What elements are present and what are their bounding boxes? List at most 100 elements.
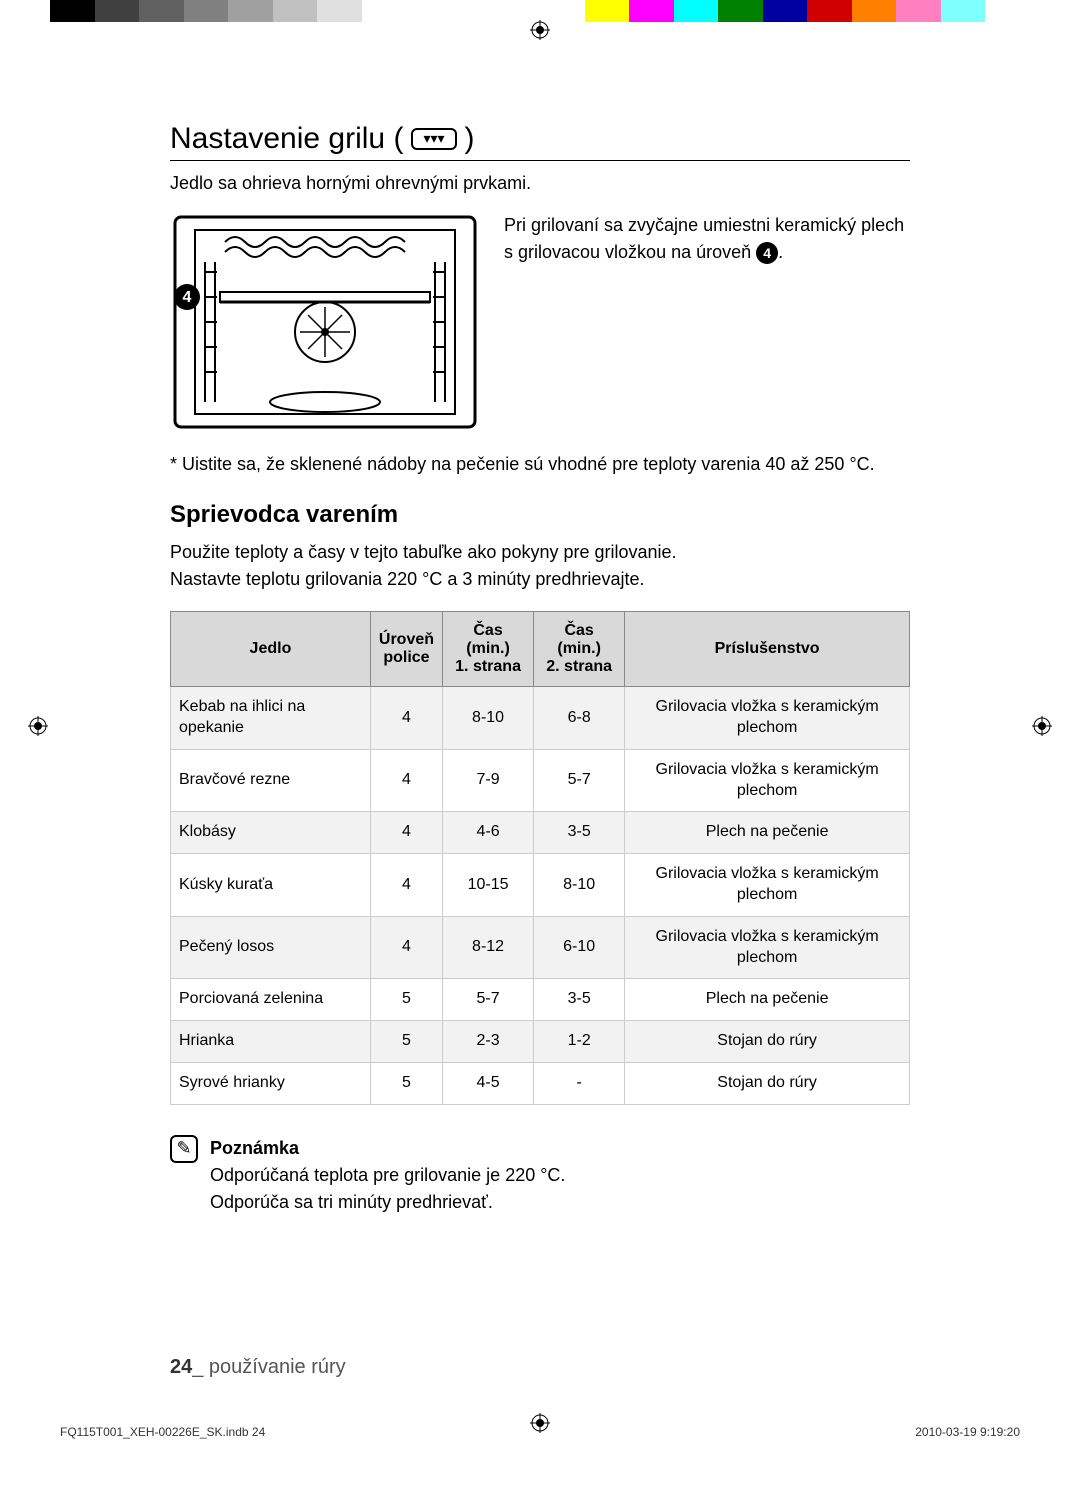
registration-mark-icon: [28, 716, 48, 736]
color-swatch: [852, 0, 897, 22]
table-cell: 5-7: [443, 979, 534, 1021]
doc-timestamp: 2010-03-19 9:19:20: [915, 1425, 1020, 1439]
table-cell: Hrianka: [171, 1021, 371, 1063]
table-cell: 5: [370, 1062, 442, 1104]
cooking-guide-table: JedloÚroveňpoliceČas (min.)1. stranaČas …: [170, 611, 910, 1105]
table-row: Bravčové rezne47-95-7Grilovacia vložka s…: [171, 749, 910, 812]
footer-text: _ používanie rúry: [192, 1356, 345, 1378]
table-cell: Klobásy: [171, 812, 371, 854]
table-cell: 6-8: [534, 687, 625, 750]
cooking-guide-heading: Sprievodca varením: [170, 501, 910, 529]
color-swatch: [228, 0, 273, 22]
table-header-cell: Úroveňpolice: [370, 612, 442, 687]
table-row: Kebab na ihlici na opekanie48-106-8Grilo…: [171, 687, 910, 750]
color-swatch: [941, 0, 986, 22]
table-row: Klobásy44-63-5Plech na pečenie: [171, 812, 910, 854]
title-close: ): [465, 122, 475, 156]
guide-intro: Použite teploty a časy v tejto tabuľke a…: [170, 539, 910, 593]
color-calibration-bar: [50, 0, 1030, 22]
table-cell: Plech na pečenie: [625, 812, 910, 854]
table-cell: -: [534, 1062, 625, 1104]
color-swatch: [540, 0, 585, 22]
table-row: Pečený losos48-126-10Grilovacia vložka s…: [171, 916, 910, 979]
page-footer: 24_ používanie rúry: [170, 1356, 910, 1379]
page-content: Nastavenie grilu ( ▾▾▾ ) Jedlo sa ohriev…: [0, 22, 1080, 1419]
level-badge: 4: [756, 242, 778, 264]
color-swatch: [674, 0, 719, 22]
registration-mark-icon: [530, 20, 550, 40]
table-cell: 4: [370, 812, 442, 854]
registration-mark-icon: [1032, 716, 1052, 736]
caption-after: .: [778, 242, 783, 262]
table-header-cell: Čas (min.)1. strana: [443, 612, 534, 687]
color-swatch: [406, 0, 451, 22]
table-cell: 5: [370, 979, 442, 1021]
table-cell: 4-6: [443, 812, 534, 854]
table-header-cell: Jedlo: [171, 612, 371, 687]
caption-before: Pri grilovaní sa zvyčajne umiestni keram…: [504, 215, 904, 262]
note-body: Odporúčaná teplota pre grilovanie je 220…: [210, 1162, 565, 1216]
table-cell: 8-10: [534, 854, 625, 917]
color-swatch: [95, 0, 140, 22]
table-cell: Grilovacia vložka s keramickým plechom: [625, 916, 910, 979]
oven-diagram: 4: [170, 212, 480, 432]
table-cell: Grilovacia vložka s keramickým plechom: [625, 749, 910, 812]
table-cell: Kúsky kuraťa: [171, 854, 371, 917]
doc-filename: FQ115T001_XEH-00226E_SK.indb 24: [60, 1425, 265, 1439]
table-cell: 10-15: [443, 854, 534, 917]
table-cell: 8-10: [443, 687, 534, 750]
color-swatch: [585, 0, 630, 22]
table-cell: 5-7: [534, 749, 625, 812]
table-cell: 8-12: [443, 916, 534, 979]
table-header-cell: Príslušenstvo: [625, 612, 910, 687]
table-cell: Grilovacia vložka s keramickým plechom: [625, 687, 910, 750]
color-swatch: [985, 0, 1030, 22]
color-swatch: [139, 0, 184, 22]
note-title: Poznámka: [210, 1135, 565, 1162]
table-cell: 1-2: [534, 1021, 625, 1063]
color-swatch: [629, 0, 674, 22]
glassware-footnote: * Uistite sa, že sklenené nádoby na peče…: [170, 452, 910, 477]
table-cell: 4: [370, 749, 442, 812]
table-row: Porciovaná zelenina55-73-5Plech na pečen…: [171, 979, 910, 1021]
table-cell: Pečený losos: [171, 916, 371, 979]
table-cell: 4: [370, 916, 442, 979]
color-swatch: [495, 0, 540, 22]
title-text: Nastavenie grilu (: [170, 122, 403, 156]
table-cell: 4: [370, 854, 442, 917]
table-cell: 5: [370, 1021, 442, 1063]
note-icon: ✎: [170, 1135, 198, 1163]
table-cell: 6-10: [534, 916, 625, 979]
table-row: Syrové hrianky54-5-Stojan do rúry: [171, 1062, 910, 1104]
table-cell: 3-5: [534, 979, 625, 1021]
table-cell: 2-3: [443, 1021, 534, 1063]
table-cell: Grilovacia vložka s keramickým plechom: [625, 854, 910, 917]
table-row: Kúsky kuraťa410-158-10Grilovacia vložka …: [171, 854, 910, 917]
color-swatch: [807, 0, 852, 22]
table-cell: Kebab na ihlici na opekanie: [171, 687, 371, 750]
color-swatch: [184, 0, 229, 22]
grill-icon: ▾▾▾: [411, 128, 456, 150]
color-swatch: [317, 0, 362, 22]
table-row: Hrianka52-31-2Stojan do rúry: [171, 1021, 910, 1063]
section-title: Nastavenie grilu ( ▾▾▾ ): [170, 122, 910, 161]
registration-mark-icon: [530, 1413, 550, 1433]
figure-caption: Pri grilovaní sa zvyčajne umiestni keram…: [504, 212, 910, 266]
table-cell: Bravčové rezne: [171, 749, 371, 812]
color-swatch: [273, 0, 318, 22]
table-cell: Stojan do rúry: [625, 1021, 910, 1063]
color-swatch: [718, 0, 763, 22]
table-header-cell: Čas (min.)2. strana: [534, 612, 625, 687]
table-header-row: JedloÚroveňpoliceČas (min.)1. stranaČas …: [171, 612, 910, 687]
color-swatch: [451, 0, 496, 22]
color-swatch: [362, 0, 407, 22]
color-swatch: [763, 0, 808, 22]
intro-text: Jedlo sa ohrieva hornými ohrevnými prvka…: [170, 173, 910, 194]
color-swatch: [896, 0, 941, 22]
table-cell: 4: [370, 687, 442, 750]
table-cell: Porciovaná zelenina: [171, 979, 371, 1021]
note-block: ✎ Poznámka Odporúčaná teplota pre grilov…: [170, 1135, 910, 1216]
table-cell: Syrové hrianky: [171, 1062, 371, 1104]
table-cell: 3-5: [534, 812, 625, 854]
table-cell: Plech na pečenie: [625, 979, 910, 1021]
